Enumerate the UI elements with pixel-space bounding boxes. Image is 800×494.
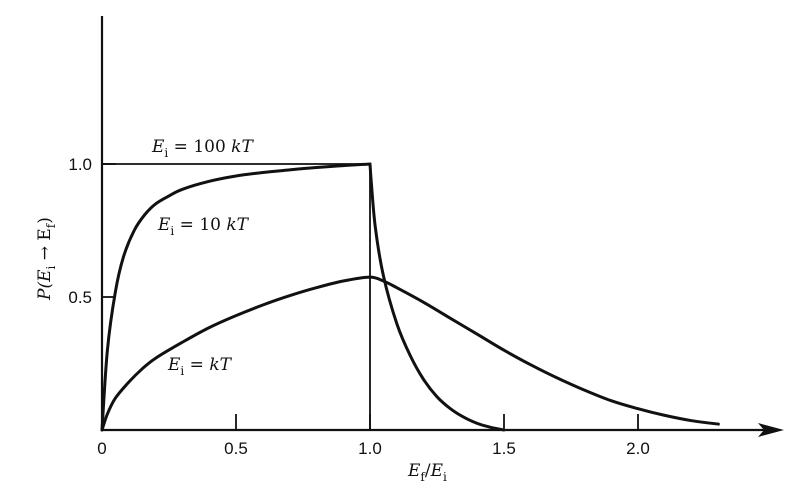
x-tick-label: 1.0 bbox=[358, 439, 382, 458]
x-tick-label: 2.0 bbox=[626, 439, 650, 458]
series-group bbox=[100, 162, 720, 432]
series-label-10kt: Ei = 10 kT bbox=[157, 215, 250, 238]
y-tick-label: 0.5 bbox=[68, 288, 92, 307]
series-label-kt: Ei = kT bbox=[167, 355, 233, 378]
x-axis-title: Ef/Ei bbox=[407, 461, 447, 484]
y-axis-title: P(Ei → Ef) bbox=[35, 217, 58, 301]
x-tick-label: 0.5 bbox=[224, 439, 248, 458]
series-10kt-curve-falloff bbox=[368, 162, 506, 432]
ticks: 0 0.5 1.0 1.5 2.0 0.5 1.0 bbox=[68, 155, 649, 458]
series-label-100kt: Ei = 100 kT bbox=[151, 137, 254, 160]
series-10kt-curve bbox=[100, 162, 372, 432]
x-tick-label: 0 bbox=[97, 439, 106, 458]
x-tick-label: 1.5 bbox=[492, 439, 516, 458]
x-axis-arrow-icon bbox=[758, 423, 784, 437]
series-kt-curve bbox=[100, 275, 720, 432]
y-tick-label: 1.0 bbox=[68, 155, 92, 174]
series-100kt-line bbox=[101, 163, 371, 430]
